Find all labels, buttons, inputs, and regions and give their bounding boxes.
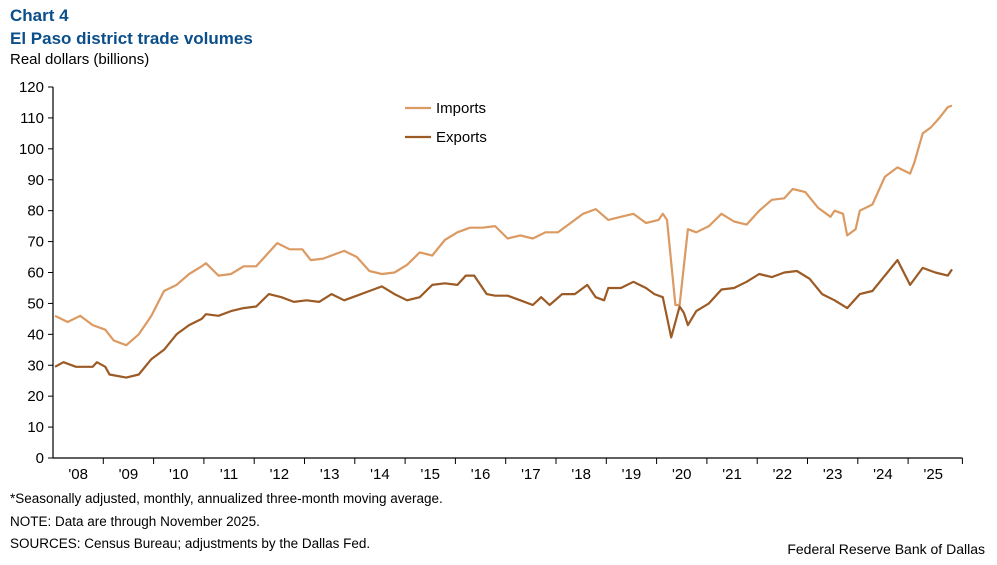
x-tick-label: '25: [923, 466, 943, 483]
sources: SOURCES: Census Bureau; adjustments by t…: [10, 536, 371, 551]
footnote: *Seasonally adjusted, monthly, annualize…: [10, 491, 443, 506]
y-tick-label: 40: [27, 326, 44, 343]
y-tick-label: 100: [19, 141, 44, 158]
y-tick-label: 80: [27, 203, 44, 220]
y-tick-label: 0: [36, 450, 44, 467]
y-tick-label: 90: [27, 172, 44, 189]
x-tick-label: '16: [471, 466, 491, 483]
x-tick-label: '08: [68, 466, 88, 483]
chart-number: Chart 4: [10, 6, 69, 25]
x-tick-label: '13: [320, 466, 340, 483]
unit-label: Real dollars (billions): [10, 51, 150, 68]
series-line-exports: [54, 259, 953, 379]
x-tick-label: '19: [622, 466, 642, 483]
x-tick-label: '23: [823, 466, 843, 483]
x-tick-label: '11: [220, 466, 238, 483]
x-tick-label: '09: [119, 466, 139, 483]
legend-label-exports: Exports: [436, 129, 487, 146]
y-tick-label: 70: [27, 234, 44, 251]
y-tick-label: 110: [20, 110, 44, 127]
chart-title: El Paso district trade volumes: [10, 29, 253, 48]
series-line-imports: [54, 104, 953, 347]
x-tick-label: '20: [672, 466, 692, 483]
data-note: NOTE: Data are through November 2025.: [10, 514, 260, 529]
y-tick-label: 20: [27, 388, 44, 405]
x-tick-label: '24: [873, 466, 893, 483]
x-tick-label: '18: [571, 466, 591, 483]
y-tick-label: 60: [27, 265, 44, 282]
y-tick-label: 10: [27, 419, 44, 436]
x-tick-label: '21: [722, 466, 742, 483]
credit: Federal Reserve Bank of Dallas: [787, 541, 985, 557]
legend-label-imports: Imports: [436, 100, 486, 117]
x-tick-label: '10: [169, 466, 189, 483]
x-tick-label: '12: [270, 466, 290, 483]
x-tick-label: '15: [420, 466, 440, 483]
x-tick-label: '17: [521, 466, 541, 483]
y-tick-label: 50: [27, 295, 44, 312]
y-tick-label: 30: [27, 357, 44, 374]
x-tick-label: '14: [370, 466, 390, 483]
x-tick-label: '22: [773, 466, 793, 483]
y-tick-label: 120: [19, 79, 44, 96]
